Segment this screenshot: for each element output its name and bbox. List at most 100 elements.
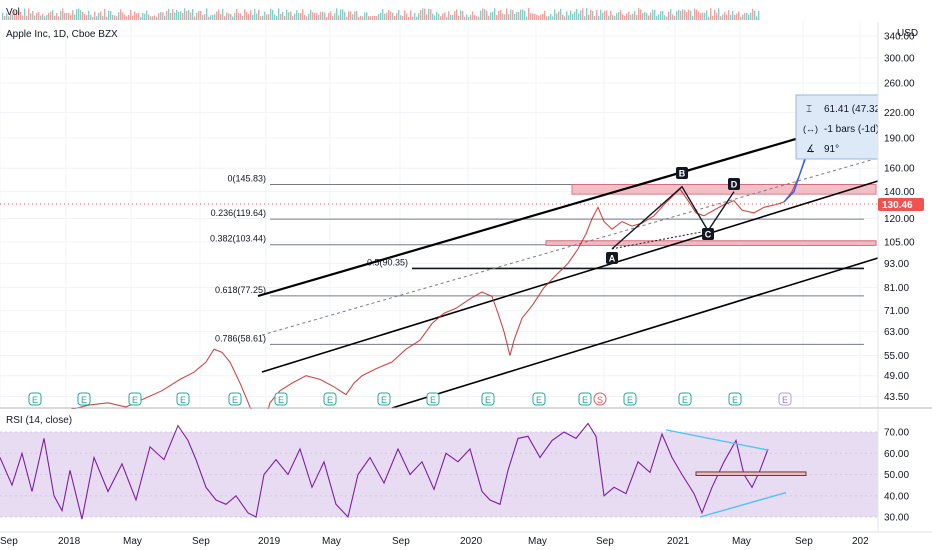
volume-bar — [208, 16, 210, 20]
volume-bar — [694, 8, 696, 20]
volume-bar — [258, 9, 260, 20]
volume-bar — [194, 16, 196, 20]
rsi-triangle-lower — [699, 491, 787, 518]
volume-bar — [392, 12, 394, 20]
volume-bar — [290, 11, 292, 20]
volume-bar — [216, 11, 218, 20]
volume-bar — [428, 8, 430, 20]
volume-bar — [152, 16, 154, 20]
earnings-marker: E — [582, 395, 588, 405]
time-axis[interactable]: Sep 2018 May Sep 2019 May Sep 2020 May Sep 2021 May… — [0, 531, 932, 547]
volume-bar — [370, 16, 372, 20]
fib-level-label: 0.5(90.35) — [367, 257, 408, 267]
volume-bar — [614, 15, 616, 20]
volume-bar — [50, 11, 52, 20]
price-tick-label: 300.00 — [884, 53, 915, 64]
volume-bar — [528, 8, 530, 20]
volume-bar — [386, 12, 388, 20]
volume-bar — [68, 12, 70, 20]
price-tick-label: 220.00 — [884, 108, 915, 119]
volume-bar — [56, 12, 58, 20]
time-tick-label: May — [123, 536, 142, 547]
earnings-marker: E — [327, 395, 333, 405]
volume-bar — [706, 10, 708, 20]
volume-bar — [486, 10, 488, 20]
volume-bar — [38, 12, 40, 20]
volume-bar — [98, 12, 100, 20]
channel-lower-line — [391, 257, 879, 409]
volume-bar — [588, 14, 590, 20]
volume-bar — [420, 10, 422, 20]
volume-bar — [592, 11, 594, 20]
volume-bar — [670, 9, 672, 20]
volume-bar — [142, 12, 144, 20]
time-tick-label: 2019 — [258, 536, 281, 547]
volume-bar — [730, 14, 732, 20]
volume-bar — [576, 8, 578, 20]
earnings-marker-badge — [623, 392, 637, 406]
volume-bar — [78, 8, 80, 20]
volume-bar — [490, 12, 492, 20]
volume-bar — [712, 15, 714, 20]
volume-bar — [538, 15, 540, 20]
volume-bar — [550, 14, 552, 20]
split-marker-badge — [593, 392, 607, 406]
volume-bar — [644, 11, 646, 20]
price-tick-label: 93.00 — [884, 259, 909, 270]
volume-bar — [456, 9, 458, 20]
measure-angle-icon: ∡ — [806, 144, 815, 155]
volume-bar — [364, 12, 366, 20]
volume-bar — [366, 12, 368, 20]
volume-bar — [170, 12, 172, 20]
support-zone — [545, 240, 877, 246]
volume-bar — [368, 16, 370, 20]
volume-bar — [624, 15, 626, 20]
volume-bar — [324, 12, 326, 20]
rsi-axis[interactable]: 70.00 60.00 50.00 40.00 30.00 — [877, 409, 932, 532]
volume-bar — [70, 14, 72, 20]
volume-bar — [52, 10, 54, 20]
volume-bar — [214, 14, 216, 20]
earnings-marker-badge — [778, 392, 792, 406]
volume-bar — [400, 15, 402, 20]
volume-bar — [130, 9, 132, 20]
volume-bar — [116, 16, 118, 20]
price-tick-label: 340.00 — [884, 32, 915, 43]
volume-bar — [568, 15, 570, 20]
volume-bar — [340, 9, 342, 20]
volume-bar — [468, 16, 470, 20]
price-axis[interactable]: 340.00 300.00 260.00 220.00 190.00 160.00 140.… — [877, 22, 932, 408]
volume-bar — [328, 12, 330, 20]
earnings-marker: E — [132, 395, 138, 405]
fib-level-label: 0.618(77.25) — [215, 285, 266, 295]
volume-bar — [508, 14, 510, 20]
volume-bar — [46, 14, 48, 20]
price-tick-label: 260.00 — [884, 79, 915, 90]
volume-bar — [64, 13, 66, 20]
volume-strip — [0, 6, 760, 20]
volume-bar — [296, 10, 298, 20]
volume-bar — [560, 8, 562, 20]
earnings-marker-badge — [377, 392, 391, 406]
volume-bar — [360, 15, 362, 20]
volume-bar — [146, 10, 148, 20]
volume-bar — [168, 8, 170, 20]
volume-bar — [204, 14, 206, 20]
volume-bar — [522, 9, 524, 20]
volume-bar — [42, 13, 44, 20]
volume-bar — [148, 14, 150, 20]
volume-bar — [266, 14, 268, 20]
volume-bar — [664, 15, 666, 20]
volume-bar — [642, 13, 644, 20]
volume-bar — [416, 16, 418, 20]
volume-bar — [32, 10, 34, 20]
volume-bar — [690, 10, 692, 20]
volume-bar — [722, 14, 724, 20]
pattern-point-c: C — [705, 230, 712, 240]
volume-bar — [354, 11, 356, 20]
volume-bar — [288, 12, 290, 20]
volume-bar — [536, 14, 538, 20]
volume-bar — [36, 12, 38, 20]
chart-title: Apple Inc, 1D, Cboe BZX — [6, 29, 118, 40]
